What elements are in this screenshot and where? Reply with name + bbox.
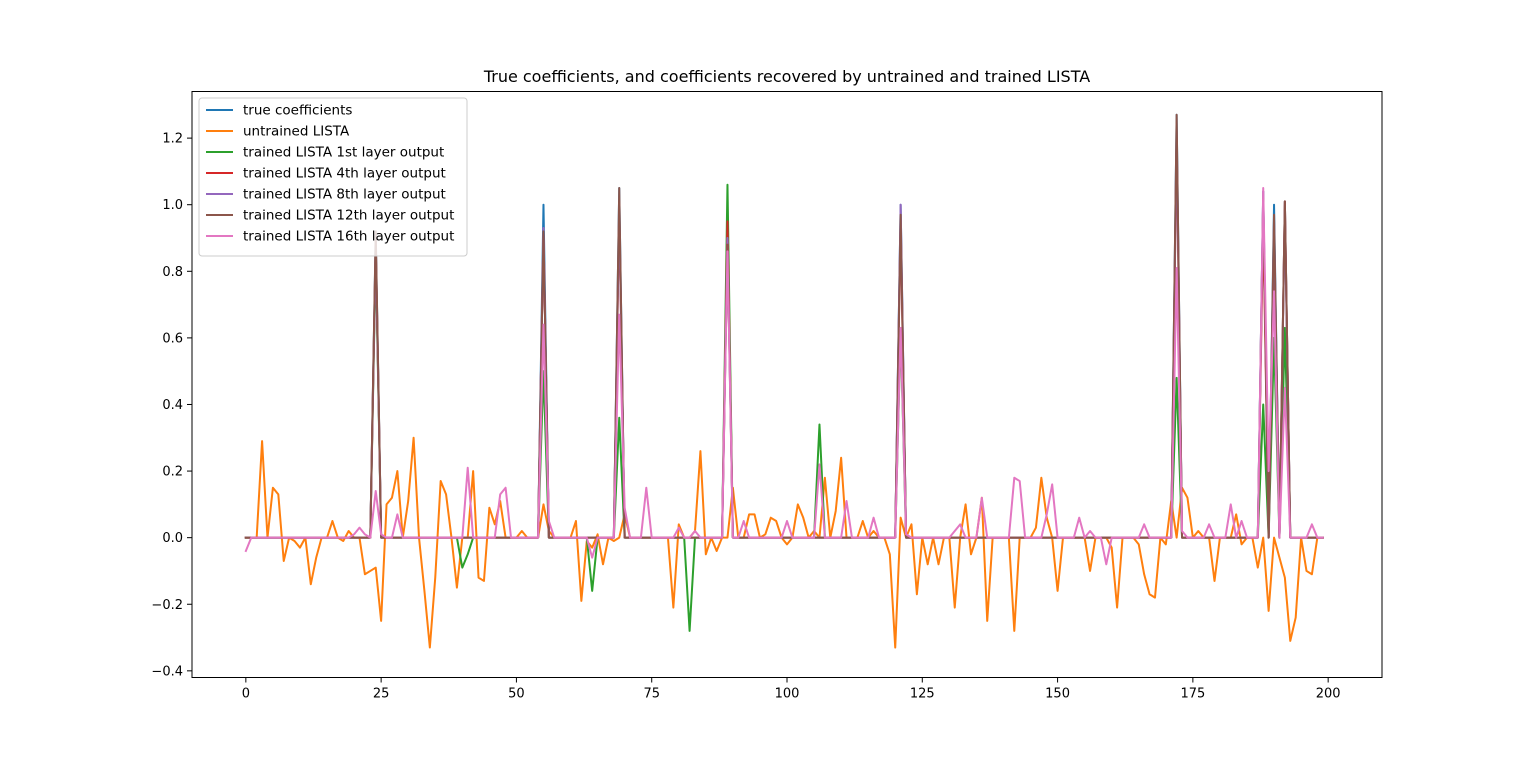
y-tick-label: 1.0	[162, 198, 183, 213]
legend-box	[198, 97, 468, 257]
y-axis: −0.4 −0.2 0.0 0.2 0.4 0.6 0.8 1.0 1.2	[151, 132, 192, 679]
chart-title: True coefficients, and coefficients reco…	[483, 67, 1090, 86]
x-tick-label: 75	[643, 687, 660, 702]
legend-label: true coefficients	[243, 103, 352, 119]
x-tick-label: 200	[1316, 687, 1341, 702]
series-layer	[244, 113, 1324, 649]
x-tick-label: 125	[910, 687, 935, 702]
y-tick-label: −0.4	[151, 664, 183, 679]
y-tick-label: 1.2	[162, 132, 183, 147]
legend-label: trained LISTA 16th layer output	[243, 229, 454, 245]
legend-label: trained LISTA 1st layer output	[243, 145, 444, 161]
legend-label: trained LISTA 8th layer output	[243, 187, 446, 203]
y-tick-label: 0.0	[162, 531, 183, 546]
x-axis: 0 25 50 75 100 125 150 175 200	[242, 677, 1341, 702]
x-tick-label: 25	[373, 687, 390, 702]
y-tick-label: −0.2	[151, 598, 183, 613]
x-tick-label: 175	[1180, 687, 1205, 702]
legend-label: trained LISTA 12th layer output	[243, 208, 454, 224]
y-tick-label: 0.4	[162, 398, 183, 413]
legend-label: trained LISTA 4th layer output	[243, 166, 446, 182]
series-line-7	[244, 187, 1324, 566]
y-tick-label: 0.2	[162, 465, 183, 480]
x-tick-label: 150	[1045, 687, 1070, 702]
x-tick-label: 50	[508, 687, 525, 702]
x-tick-label: 0	[242, 687, 250, 702]
y-tick-label: 0.8	[162, 265, 183, 280]
legend: true coefficients untrained LISTA trained …	[198, 97, 468, 257]
series-line-2	[244, 436, 1324, 649]
legend-label: untrained LISTA	[243, 124, 350, 140]
x-tick-label: 100	[775, 687, 800, 702]
y-tick-label: 0.6	[162, 331, 183, 346]
